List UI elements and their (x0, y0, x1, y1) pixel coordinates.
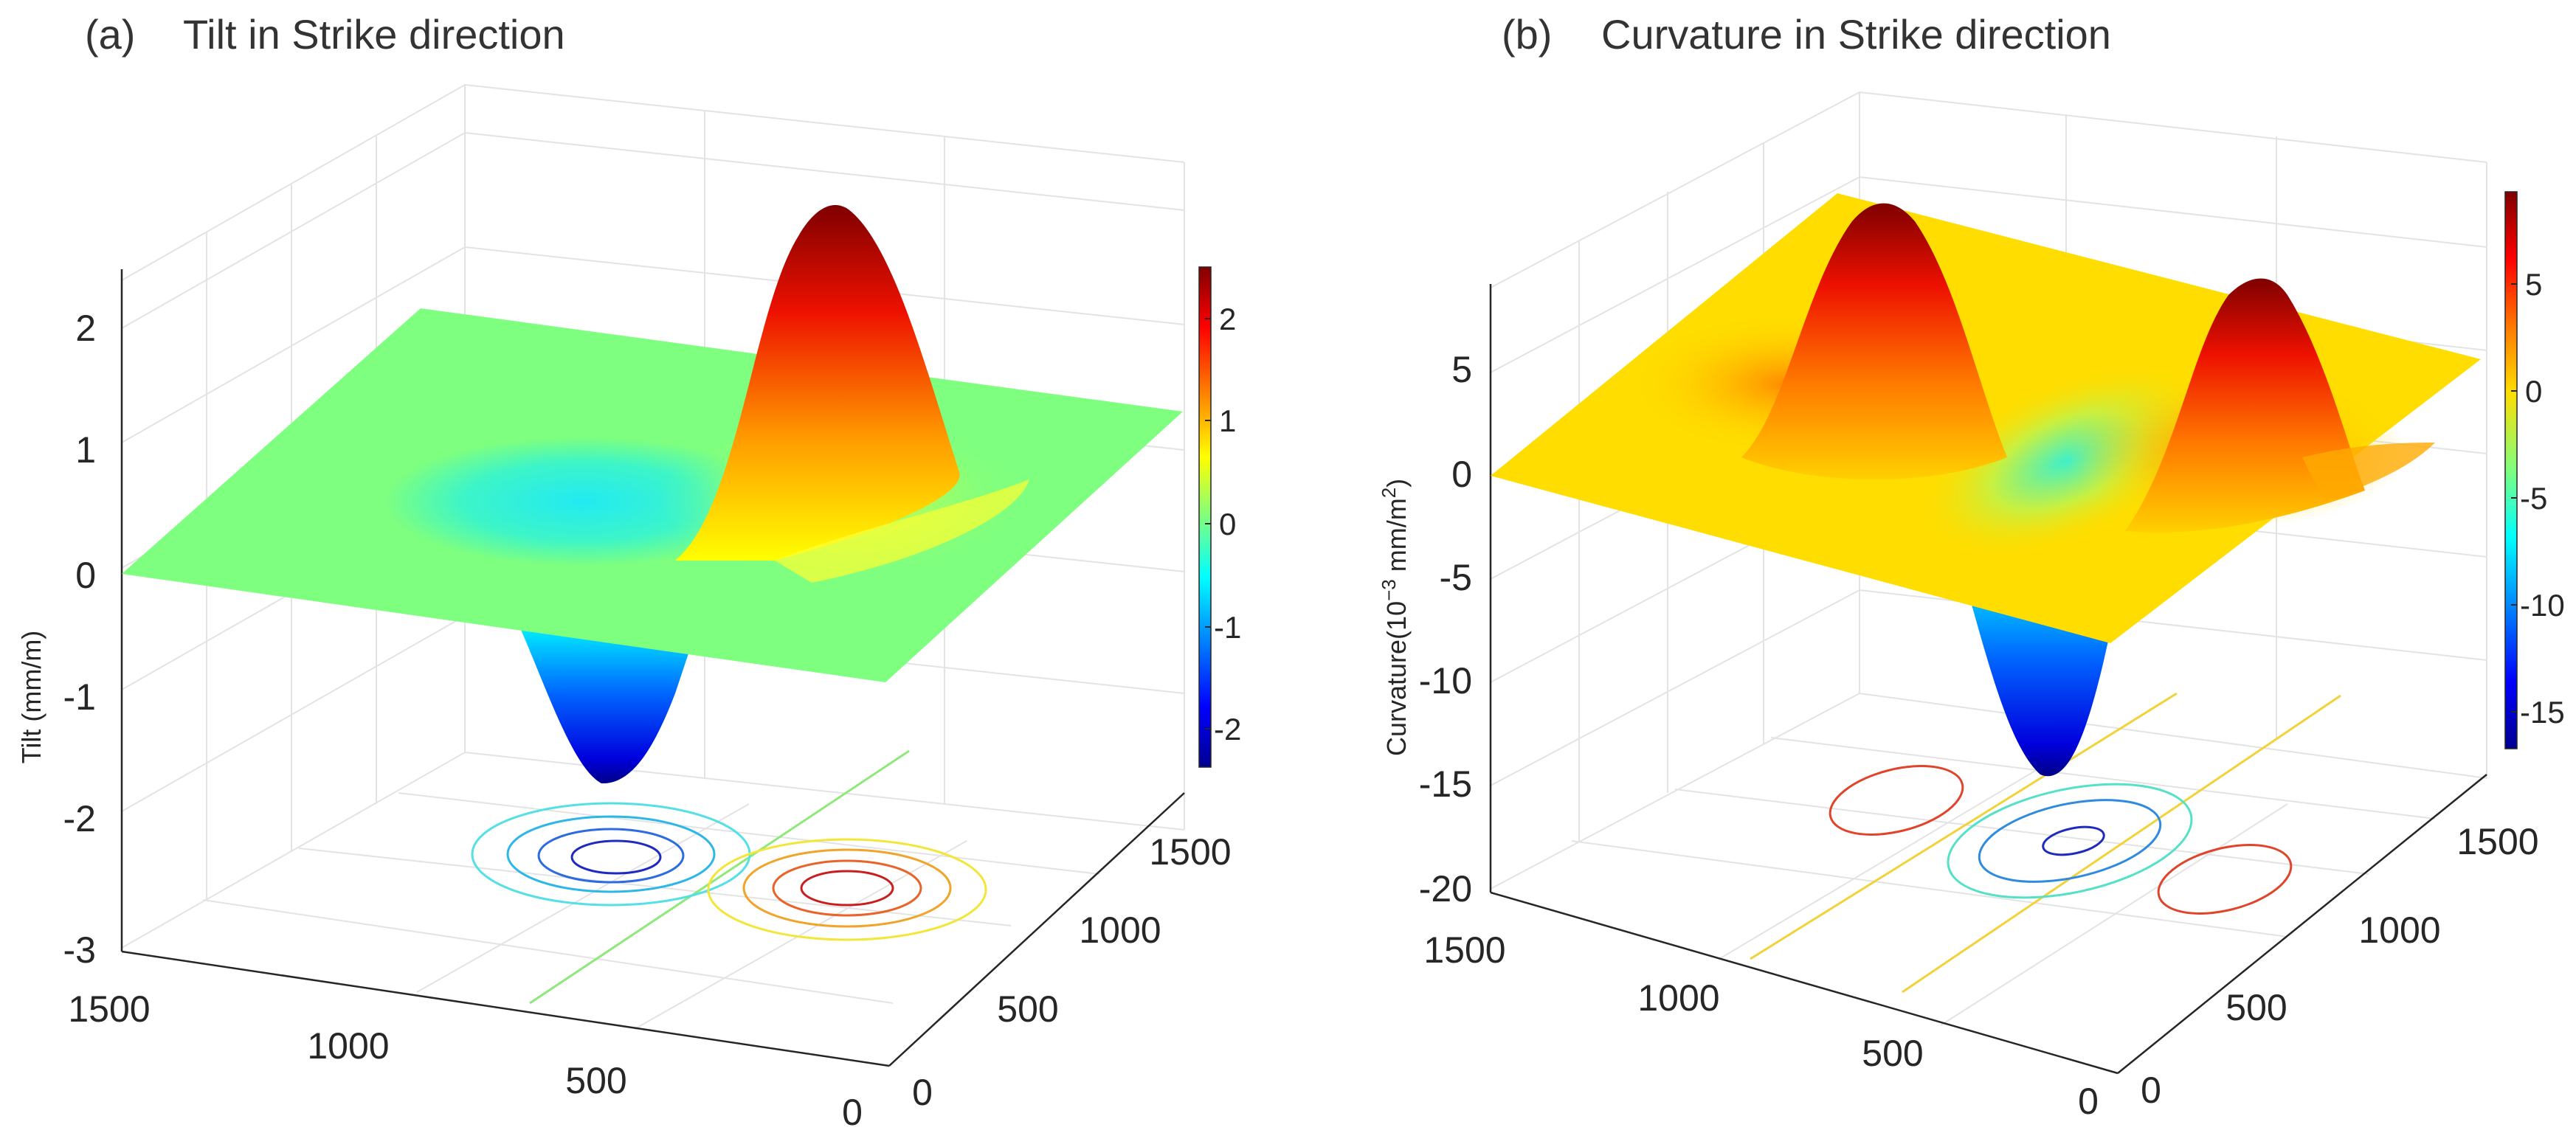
panel-a-zlabel: Tilt (mm/m) (16, 631, 46, 764)
contour-level (2157, 844, 2293, 915)
panel-a-title: Tilt in Strike direction (183, 11, 565, 58)
x-tick: 1000 (307, 1025, 389, 1067)
panel-b-y-ticks: 0 500 1000 1500 (2141, 821, 2539, 1111)
y-tick: 500 (997, 988, 1058, 1030)
panel-a-contours (471, 749, 987, 1005)
colorbar-tick: 5 (2525, 267, 2542, 302)
colorbar-tick: -15 (2520, 695, 2565, 730)
colorbar-tick: 0 (1219, 507, 1236, 541)
y-tick: 0 (2141, 1070, 2161, 1111)
contour-zero-line (1902, 694, 2341, 994)
contour-level (1978, 799, 2162, 883)
panel-b-axes (1489, 284, 2487, 1075)
z-tick: -10 (1419, 660, 1472, 701)
panel-a-axes (120, 269, 1185, 1067)
panel-b-x-ticks: 1500 1000 500 0 (1423, 929, 2099, 1122)
panel-b-zlabel: Curvature(10−3 mm/m2) (1378, 479, 1412, 756)
x-tick: 0 (2078, 1081, 2099, 1122)
colorbar-tick: -5 (2520, 481, 2547, 516)
z-tick: 0 (75, 555, 96, 596)
surface-peak (2125, 278, 2365, 533)
y-tick: 1000 (1079, 909, 1161, 951)
contour-zero-line (1750, 692, 2178, 960)
x-tick: 0 (842, 1092, 863, 1133)
panel-b-label: (b) (1502, 11, 1552, 58)
contour-level (1829, 765, 1964, 836)
x-tick: 500 (1862, 1033, 1923, 1074)
colorbar-tick: 0 (2525, 374, 2542, 409)
z-tick: 5 (1451, 349, 1472, 390)
contour-level (2042, 825, 2105, 856)
panel-b: (b) Curvature in Strike direction (1378, 11, 2565, 1122)
z-tick: -5 (1440, 557, 1472, 598)
z-tick: 0 (1451, 454, 1472, 495)
z-tick: -2 (63, 798, 96, 839)
z-tick: -3 (63, 929, 96, 971)
contour-level (800, 870, 894, 907)
x-tick: 500 (565, 1060, 626, 1101)
z-tick: 1 (75, 429, 96, 471)
contour-level (772, 859, 922, 917)
contour-level (506, 815, 716, 893)
contour-level (537, 828, 685, 884)
panel-b-colorbar: 5 0 -5 -10 -15 (2504, 191, 2565, 749)
z-tick: 2 (75, 308, 96, 349)
colorbar-tick: -1 (1214, 610, 1241, 645)
z-tick: -1 (63, 676, 96, 718)
colorbar-tick: 1 (1219, 403, 1236, 438)
y-tick: 1500 (2456, 821, 2538, 862)
panel-b-z-ticks: 5 0 -5 -10 -15 -20 (1419, 349, 1472, 909)
surface-trough (517, 620, 697, 784)
z-tick: -20 (1419, 868, 1472, 909)
panel-b-title: Curvature in Strike direction (1601, 11, 2111, 58)
y-tick: 1500 (1149, 831, 1231, 873)
colorbar-tick: -2 (1214, 712, 1241, 746)
panel-b-contours (1750, 692, 2341, 994)
x-tick: 1500 (68, 988, 150, 1030)
contour-level (707, 838, 987, 941)
y-tick: 0 (912, 1072, 933, 1113)
contour-level (1947, 783, 2193, 899)
panel-a-x-ticks: 1500 1000 500 0 (68, 988, 863, 1133)
y-tick: 500 (2225, 987, 2287, 1028)
panel-a-colorbar: 2 1 0 -1 -2 (1198, 266, 1241, 768)
colorbar-tick: 2 (1219, 302, 1236, 336)
contour-level (742, 848, 952, 928)
panel-a-z-ticks: 2 1 0 -1 -2 -3 (63, 308, 96, 971)
panel-a-label: (a) (85, 11, 135, 58)
x-tick: 1500 (1423, 929, 1505, 971)
y-tick: 1000 (2358, 909, 2440, 951)
surface-peak (1741, 203, 2007, 479)
colorbar-tick: -10 (2520, 588, 2565, 623)
contour-zero-line (529, 749, 910, 1005)
panel-a: (a) Tilt in Strike direction (16, 11, 1241, 1133)
z-tick: -15 (1419, 763, 1472, 805)
x-tick: 1000 (1637, 977, 1719, 1019)
panel-a-y-ticks: 0 500 1000 1500 (912, 831, 1232, 1113)
surface-peak (675, 205, 960, 561)
contour-level (570, 839, 662, 875)
